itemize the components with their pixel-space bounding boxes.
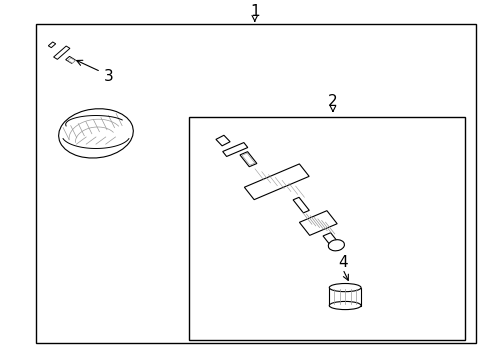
Text: 3: 3: [103, 68, 113, 84]
Text: 1: 1: [250, 4, 260, 19]
Ellipse shape: [328, 240, 344, 251]
Polygon shape: [329, 288, 361, 306]
Bar: [36, 24, 476, 343]
Polygon shape: [66, 57, 75, 63]
Polygon shape: [323, 233, 340, 248]
Bar: [189, 117, 465, 339]
Polygon shape: [293, 197, 309, 213]
Ellipse shape: [329, 301, 361, 310]
Text: 4: 4: [338, 255, 347, 270]
Polygon shape: [245, 164, 309, 200]
Polygon shape: [53, 46, 70, 59]
Ellipse shape: [329, 284, 361, 292]
Polygon shape: [68, 58, 75, 63]
Polygon shape: [49, 42, 56, 48]
Polygon shape: [222, 143, 248, 157]
Ellipse shape: [59, 109, 133, 158]
Polygon shape: [240, 152, 257, 167]
Polygon shape: [216, 135, 230, 146]
Polygon shape: [242, 153, 255, 165]
Polygon shape: [299, 211, 337, 235]
Text: 2: 2: [328, 94, 338, 109]
